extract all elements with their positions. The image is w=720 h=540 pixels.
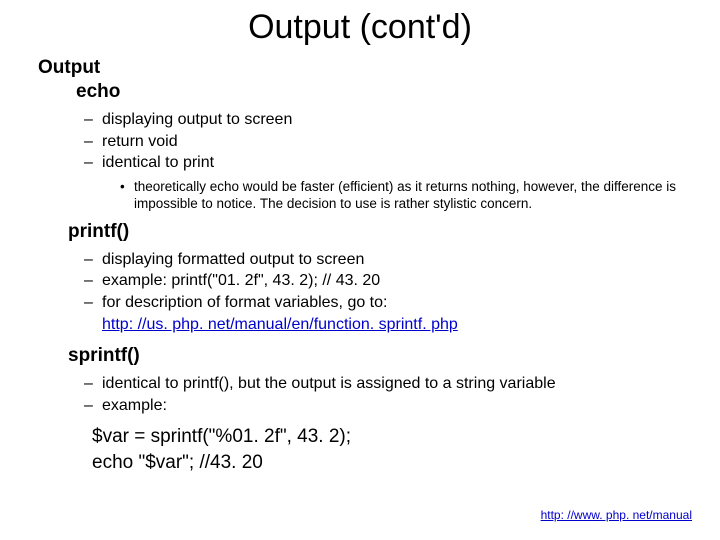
list-item: identical to print <box>84 152 692 174</box>
list-item: return void <box>84 131 692 153</box>
footer-link-container: http: //www. php. net/manual <box>541 508 692 522</box>
echo-list: displaying output to screen return void … <box>84 109 692 174</box>
slide: Output (cont'd) Output echo displaying o… <box>0 0 720 540</box>
list-item: displaying output to screen <box>84 109 692 131</box>
list-item: identical to printf(), but the output is… <box>84 373 692 395</box>
list-item: theoretically echo would be faster (effi… <box>120 178 692 213</box>
php-manual-link[interactable]: http: //www. php. net/manual <box>541 508 692 522</box>
list-item-text: for description of format variables, go … <box>102 294 387 311</box>
heading-sprintf: sprintf() <box>68 345 692 367</box>
list-item: example: <box>84 395 692 417</box>
echo-note-list: theoretically echo would be faster (effi… <box>120 178 692 213</box>
code-line: echo "$var"; //43. 20 <box>92 450 692 476</box>
printf-list: displaying formatted output to screen ex… <box>84 249 692 335</box>
list-item: displaying formatted output to screen <box>84 249 692 271</box>
code-line: $var = sprintf("%01. 2f", 43. 2); <box>92 424 692 450</box>
list-item: for description of format variables, go … <box>84 292 692 335</box>
slide-title: Output (cont'd) <box>28 8 692 47</box>
printf-doc-link[interactable]: http: //us. php. net/manual/en/function.… <box>102 316 458 333</box>
list-item: example: printf("01. 2f", 43. 2); // 43.… <box>84 270 692 292</box>
heading-echo: echo <box>76 81 692 103</box>
heading-printf: printf() <box>68 221 692 243</box>
code-example: $var = sprintf("%01. 2f", 43. 2); echo "… <box>92 424 692 475</box>
heading-output: Output <box>38 57 692 79</box>
sprintf-list: identical to printf(), but the output is… <box>84 373 692 416</box>
